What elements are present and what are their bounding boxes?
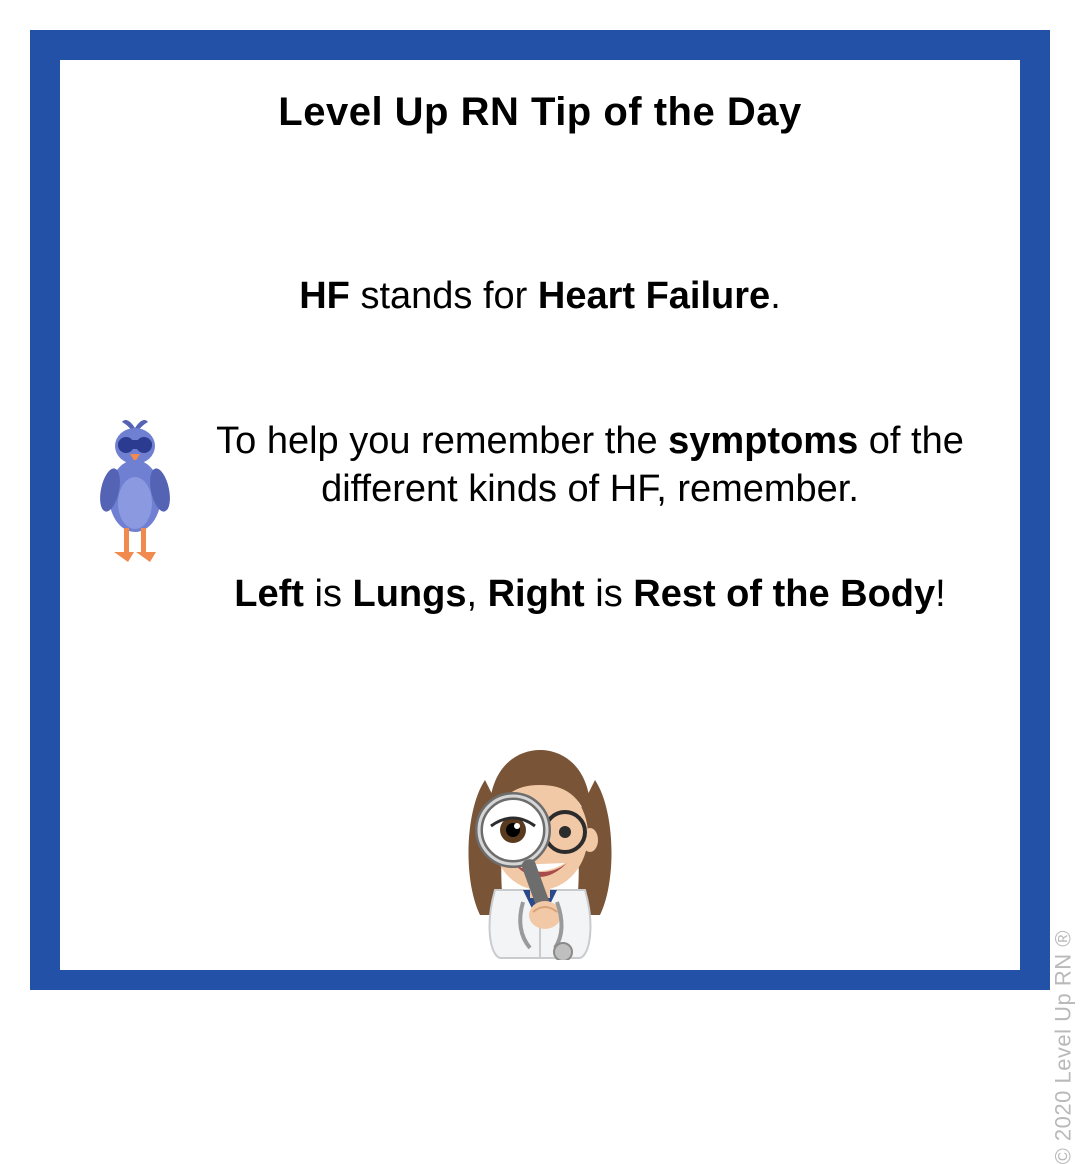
frame-outer: Level Up RN Tip of the Day HF stands for… (30, 30, 1050, 990)
hf-abbrev: HF (299, 275, 350, 317)
mnemonic-t1: is (304, 573, 353, 615)
tip-text-column: To help you remember the symptoms of the… (210, 418, 1020, 616)
page-title: Level Up RN Tip of the Day (60, 90, 1020, 135)
tip-intro-t1: To help you remember the (216, 420, 668, 462)
mnemonic-right: Right (488, 573, 585, 615)
mnemonic-t4: ! (935, 573, 946, 615)
definition-text-2: . (770, 275, 781, 317)
mascot-wrap (60, 730, 1020, 960)
mnemonic-line: Left is Lungs, Right is Rest of the Body… (210, 573, 970, 616)
bird-icon (90, 418, 180, 563)
card: Level Up RN Tip of the Day HF stands for… (60, 60, 1020, 970)
mnemonic-t2: , (466, 573, 487, 615)
tip-row: To help you remember the symptoms of the… (60, 418, 1020, 616)
definition-line: HF stands for Heart Failure. (60, 275, 1020, 318)
mnemonic-rest: Rest of the Body (633, 573, 935, 615)
bird-column (60, 418, 210, 563)
copyright-notice: © 2020 Level Up RN ® (1050, 930, 1076, 1164)
tip-intro: To help you remember the symptoms of the… (210, 418, 970, 513)
mnemonic-t3: is (585, 573, 634, 615)
definition-text-1: stands for (350, 275, 538, 317)
hf-expansion: Heart Failure (538, 275, 770, 317)
tip-intro-symptoms: symptoms (668, 420, 858, 462)
nurse-mascot-icon (445, 730, 635, 960)
mnemonic-left: Left (234, 573, 304, 615)
mnemonic-lungs: Lungs (353, 573, 467, 615)
